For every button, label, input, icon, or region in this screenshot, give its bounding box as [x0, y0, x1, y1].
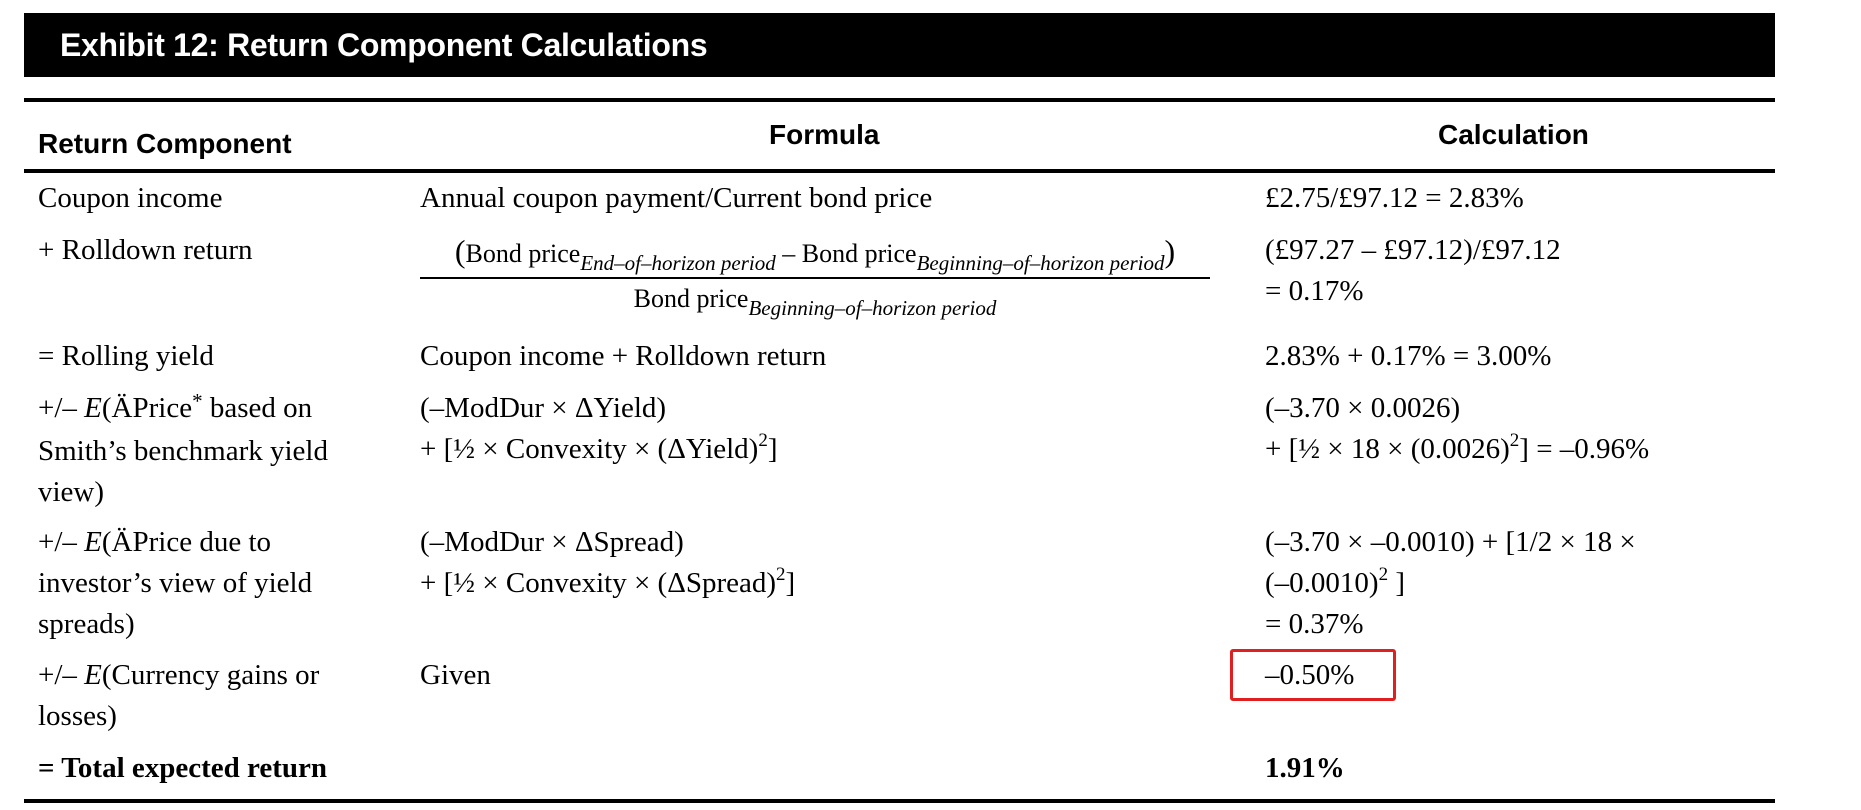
row-rolldown-component: + Rolldown return — [38, 234, 253, 266]
row-rolling-yield-calculation: 2.83% + 0.17% = 3.00% — [1265, 340, 1552, 372]
exhibit-header-bar — [24, 13, 1775, 77]
row-currency-calculation: –0.50% — [1265, 659, 1355, 691]
row-coupon-calculation: £2.75/£97.12 = 2.83% — [1265, 182, 1524, 214]
rolldown-calc-line-1: (£97.27 – £97.12)/£97.12 — [1265, 234, 1561, 266]
row-rolling-yield-formula: Coupon income + Rolldown return — [420, 340, 827, 372]
table-top-rule — [24, 98, 1775, 102]
row-spreads-calculation: (–3.70 × –0.0010) + [1/2 × 18 × (–0.0010… — [1265, 526, 1636, 640]
row-benchmark-calculation: (–3.70 × 0.0026) + [½ × 18 × (0.0026)2] … — [1265, 392, 1650, 465]
exhibit-title: Exhibit 12: Return Component Calculation… — [60, 27, 708, 63]
row-total-calculation: 1.91% — [1265, 752, 1345, 784]
currency-highlight-box — [1230, 649, 1396, 701]
row-currency-component: +/– E(Currency gains or losses) — [38, 659, 320, 732]
row-rolldown-calculation: (£97.27 – £97.12)/£97.12 = 0.17% — [1265, 230, 1561, 312]
column-header-component: Return Component — [38, 128, 292, 159]
row-coupon-formula: Annual coupon payment/Current bond price — [420, 182, 933, 214]
table-bottom-rule — [24, 799, 1775, 803]
row-benchmark-formula: (–ModDur × ΔYield) + [½ × Convexity × (Δ… — [420, 392, 778, 465]
column-header-calculation: Calculation — [1438, 119, 1589, 150]
column-header-formula: Formula — [769, 119, 880, 150]
row-total-component: = Total expected return — [38, 752, 328, 784]
row-spreads-formula: (–ModDur × ΔSpread) + [½ × Convexity × (… — [420, 526, 796, 599]
row-currency-formula: Given — [420, 659, 491, 691]
rolldown-calc-line-2: = 0.17% — [1265, 275, 1364, 307]
fraction-numerator: (Bond priceEnd–of–horizon period – Bond … — [454, 233, 1176, 275]
table-header-rule — [24, 169, 1775, 173]
fraction-denominator: Bond priceBeginning–of–horizon period — [633, 284, 997, 320]
rolldown-formula-fraction: (Bond priceEnd–of–horizon period – Bond … — [420, 231, 1210, 323]
row-spreads-component: +/– E(ÄPrice due to investor’s view of y… — [38, 526, 313, 640]
row-rolling-yield-component: = Rolling yield — [38, 340, 214, 372]
row-coupon-component: Coupon income — [38, 182, 223, 214]
fraction-bar — [420, 277, 1210, 279]
row-benchmark-component: +/– E(ÄPrice* based on Smith’s benchmark… — [38, 389, 328, 508]
